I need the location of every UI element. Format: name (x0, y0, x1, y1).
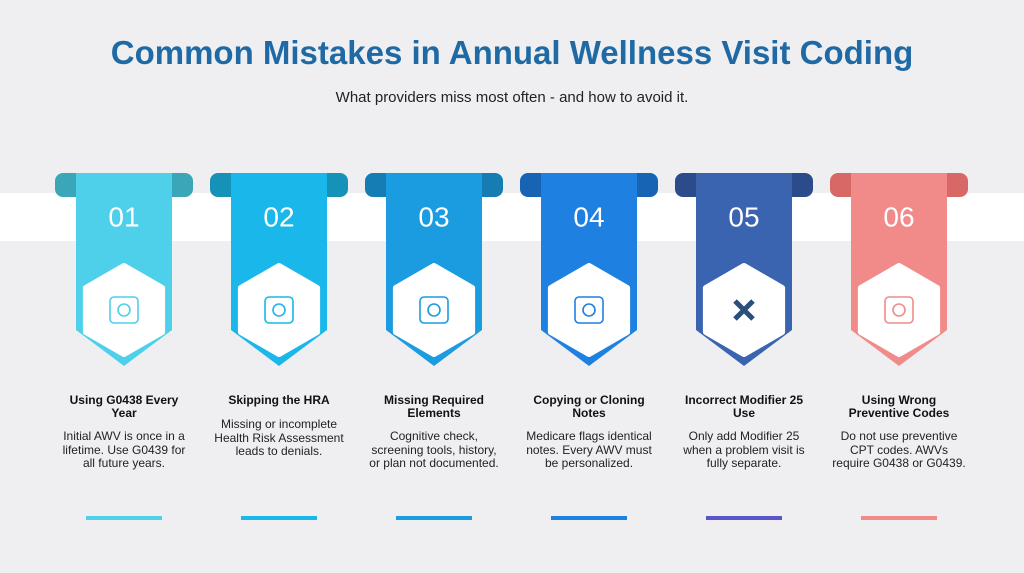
item-description: Medicare flags identical notes. Every AW… (526, 429, 652, 470)
item-description: Initial AWV is once in a lifetime. Use G… (62, 429, 186, 470)
underline (86, 516, 162, 520)
hexagon (392, 263, 476, 357)
hexagon (547, 263, 631, 357)
item-description: Do not use preventive CPT codes. AWVs re… (832, 429, 966, 470)
item-number: 04 (573, 201, 604, 232)
subtitle: What providers miss most often - and how… (335, 89, 689, 106)
item-title: Missing Required Elements (383, 393, 484, 420)
item-number: 05 (728, 201, 759, 232)
icon (272, 303, 286, 317)
item-number: 01 (108, 201, 139, 232)
title: Common Mistakes in Annual Wellness Visit… (110, 34, 914, 71)
icon (264, 296, 294, 324)
underline (861, 516, 937, 520)
hexagon (237, 263, 321, 357)
item-title: Using G0438 Every Year (69, 393, 179, 420)
item-number: 02 (263, 201, 294, 232)
item-number: 06 (883, 201, 914, 232)
icon (733, 299, 755, 321)
underline (241, 516, 317, 520)
item-description: Missing or incomplete Health Risk Assess… (214, 417, 344, 458)
hexagon (82, 263, 166, 357)
icon (582, 303, 596, 317)
underline (551, 516, 627, 520)
item-title: Copying or Cloning Notes (533, 393, 645, 420)
item-title: Incorrect Modifier 25 Use (684, 393, 804, 420)
icon (892, 303, 906, 317)
icon (574, 296, 604, 324)
icon (419, 296, 449, 324)
item-number: 03 (418, 201, 449, 232)
icon (109, 296, 139, 324)
item-description: Only add Modifier 25 when a problem visi… (683, 429, 805, 470)
icon (117, 303, 131, 317)
underline (396, 516, 472, 520)
hexagon (857, 263, 941, 357)
icon (884, 296, 914, 324)
item-title: Using Wrong Preventive Codes (848, 393, 950, 420)
underline (706, 516, 782, 520)
item-title: Skipping the HRA (228, 393, 330, 407)
icon (427, 303, 441, 317)
item-description: Cognitive check, screening tools, histor… (369, 429, 499, 470)
